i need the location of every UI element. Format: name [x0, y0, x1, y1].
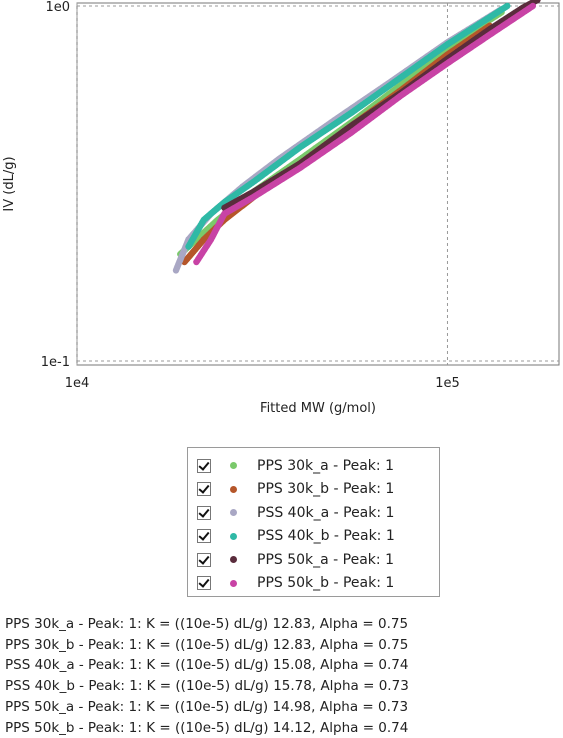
fit-result-line: PPS 50k_b - Peak: 1: K = ((10e-5) dL/g) … [5, 719, 409, 736]
legend-marker [230, 462, 237, 470]
legend-item[interactable]: PSS 40k_a - Peak: 1 [188, 501, 439, 525]
data-point [529, 2, 537, 10]
legend-item[interactable]: PPS 30k_a - Peak: 1 [188, 454, 439, 478]
legend-label: PPS 30k_a - Peak: 1 [257, 457, 394, 474]
legend: PPS 30k_a - Peak: 1 PPS 30k_b - Peak: 1 PS… [187, 447, 440, 597]
fit-result-line: PSS 40k_a - Peak: 1: K = ((10e-5) dL/g) … [5, 657, 409, 674]
legend-label: PPS 50k_b - Peak: 1 [257, 575, 395, 592]
series-checkbox[interactable] [197, 552, 211, 567]
fit-result-line: PPS 50k_a - Peak: 1: K = ((10e-5) dL/g) … [5, 698, 409, 715]
legend-marker [230, 579, 237, 587]
plot-area [76, 2, 560, 366]
series-checkbox[interactable] [197, 505, 211, 520]
legend-label: PPS 30k_b - Peak: 1 [257, 481, 395, 498]
y-tick-label: 1e-1 [41, 355, 70, 370]
series-checkbox[interactable] [197, 458, 211, 473]
x-axis-label: Fitted MW (g/mol) [260, 401, 376, 416]
data-point [534, 0, 541, 4]
legend-item[interactable]: PSS 40k_b - Peak: 1 [188, 525, 439, 549]
series-checkbox[interactable] [197, 529, 211, 544]
iv-mw-chart: 1e4 1e5 1e0 1e-1 Fitted MW (g/mol) IV (dL/g… [2, 0, 560, 416]
fit-result-line: PPS 30k_a - Peak: 1: K = ((10e-5) dL/g) … [5, 616, 409, 632]
legend-marker [230, 556, 237, 564]
legend-label: PSS 40k_b - Peak: 1 [257, 528, 395, 545]
tick-labels: 1e4 1e5 1e0 1e-1 [41, 0, 460, 391]
series-6 [193, 2, 537, 266]
fit-result-line: PPS 30k_b - Peak: 1: K = ((10e-5) dL/g) … [5, 636, 409, 653]
legend-item[interactable]: PPS 50k_b - Peak: 1 [188, 572, 439, 596]
y-tick-label: 1e0 [45, 0, 70, 15]
x-tick-label: 1e4 [65, 376, 90, 391]
x-tick-label: 1e5 [435, 376, 460, 391]
legend-marker [230, 509, 237, 517]
legend-label: PPS 50k_a - Peak: 1 [257, 551, 394, 568]
legend-marker [230, 532, 237, 540]
series-layer [172, 0, 541, 274]
legend-marker [230, 485, 237, 493]
legend-label: PSS 40k_a - Peak: 1 [257, 504, 395, 521]
series-checkbox[interactable] [197, 576, 211, 591]
legend-item[interactable]: PPS 30k_b - Peak: 1 [188, 478, 439, 502]
series-4 [185, 2, 511, 250]
fit-results: PPS 30k_a - Peak: 1: K = ((10e-5) dL/g) … [5, 614, 409, 738]
y-axis-label: IV (dL/g) [2, 156, 17, 211]
data-point [504, 2, 511, 10]
fit-result-line: PSS 40k_b - Peak: 1: K = ((10e-5) dL/g) … [5, 678, 409, 695]
legend-item[interactable]: PPS 50k_a - Peak: 1 [188, 548, 439, 572]
series-checkbox[interactable] [197, 482, 211, 497]
